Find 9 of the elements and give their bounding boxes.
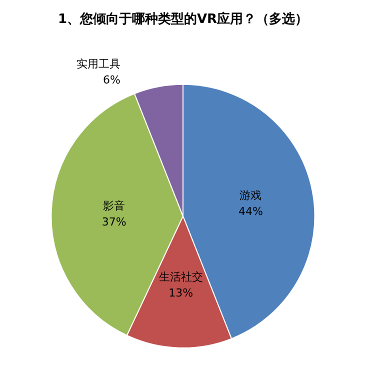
chart-title: 1、您倾向于哪种类型的VR应用？（多选） — [58, 11, 308, 27]
data-label: 6% — [103, 74, 120, 86]
slice-label: 影音 — [103, 199, 126, 212]
slice-label: 生活社交 — [158, 270, 203, 284]
data-label: 44% — [238, 204, 263, 218]
slice-label: 实用工具 — [76, 58, 120, 70]
data-label: 13% — [168, 286, 194, 300]
slice-label: 游戏 — [240, 188, 262, 202]
data-label: 37% — [102, 215, 126, 228]
